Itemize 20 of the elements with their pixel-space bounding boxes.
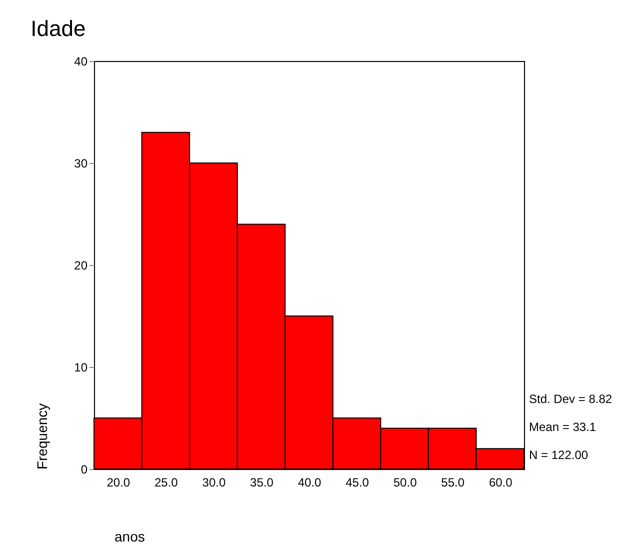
x-tick-label: 45.0 <box>346 476 370 490</box>
y-tick-label: 10 <box>74 360 88 374</box>
y-tick-label: 30 <box>74 156 88 170</box>
y-axis-title: Frequency <box>34 403 50 470</box>
text: Mean = 33.1 <box>529 420 596 434</box>
x-tick-label: 55.0 <box>441 476 465 490</box>
x-tick-label: 30.0 <box>202 476 226 490</box>
y-tick-label: 40 <box>74 54 88 68</box>
y-tick-label: 20 <box>74 258 88 272</box>
text: Std. Dev = 8.82 <box>529 392 612 406</box>
chart-title: Idade <box>30 16 86 41</box>
x-tick-label: 50.0 <box>393 476 418 490</box>
x-axis-title: anos <box>114 528 145 544</box>
x-tick-label: 60.0 <box>488 476 513 490</box>
x-tick-label: 25.0 <box>154 476 178 490</box>
text: N = 122.00 <box>529 448 588 462</box>
x-tick-label: 40.0 <box>298 476 322 490</box>
y-tick-label: 0 <box>80 462 88 476</box>
x-tick-label: 20.0 <box>106 476 130 490</box>
x-tick-label: 35.0 <box>250 476 274 490</box>
